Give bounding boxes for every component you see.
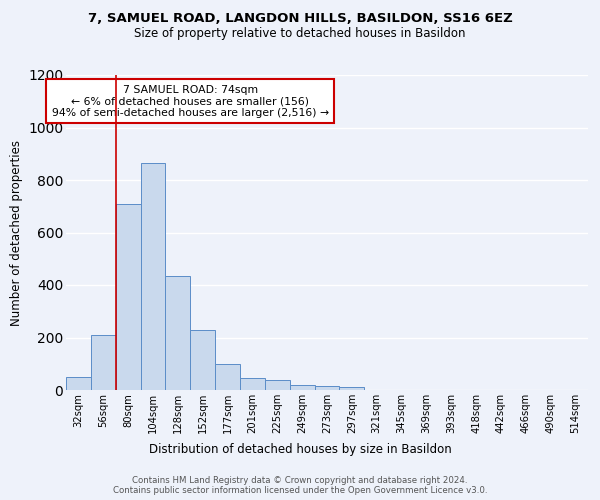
Text: Distribution of detached houses by size in Basildon: Distribution of detached houses by size … bbox=[149, 442, 451, 456]
Bar bbox=[140, 163, 166, 390]
Bar bbox=[215, 364, 240, 390]
Bar bbox=[190, 330, 215, 390]
Text: 7 SAMUEL ROAD: 74sqm
← 6% of detached houses are smaller (156)
94% of semi-detac: 7 SAMUEL ROAD: 74sqm ← 6% of detached ho… bbox=[52, 84, 329, 118]
Bar bbox=[166, 276, 190, 390]
Text: Size of property relative to detached houses in Basildon: Size of property relative to detached ho… bbox=[134, 28, 466, 40]
Bar bbox=[91, 335, 116, 390]
Bar bbox=[116, 204, 140, 390]
Bar bbox=[66, 377, 91, 390]
Bar bbox=[340, 388, 364, 390]
Bar bbox=[240, 378, 265, 390]
Bar bbox=[265, 380, 290, 390]
Text: 7, SAMUEL ROAD, LANGDON HILLS, BASILDON, SS16 6EZ: 7, SAMUEL ROAD, LANGDON HILLS, BASILDON,… bbox=[88, 12, 512, 26]
Text: Contains HM Land Registry data © Crown copyright and database right 2024.
Contai: Contains HM Land Registry data © Crown c… bbox=[113, 476, 487, 495]
Bar bbox=[314, 386, 340, 390]
Y-axis label: Number of detached properties: Number of detached properties bbox=[10, 140, 23, 326]
Bar bbox=[290, 385, 314, 390]
